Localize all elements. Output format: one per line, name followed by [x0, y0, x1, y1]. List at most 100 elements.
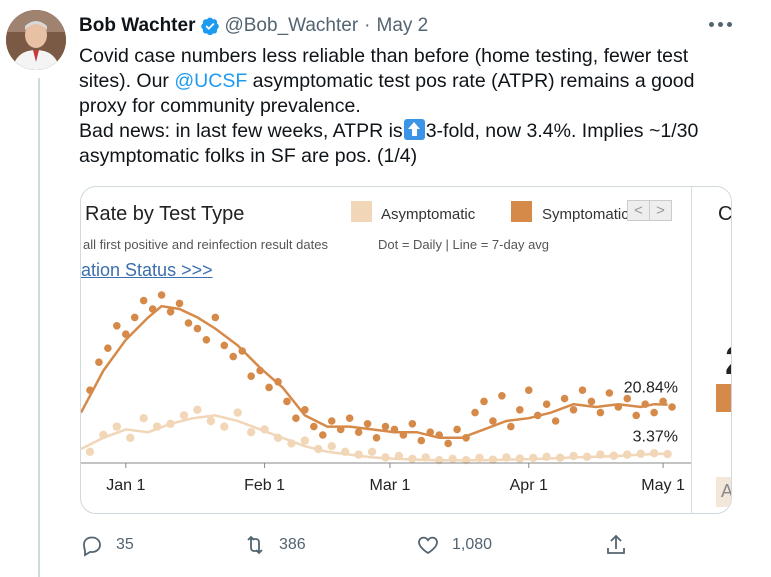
- symptomatic-dot: [318, 431, 327, 439]
- asymptomatic-dot: [139, 414, 148, 423]
- author-name[interactable]: Bob Wachter: [79, 15, 196, 36]
- symptomatic-dot: [372, 434, 381, 442]
- symptomatic-dot: [381, 422, 390, 431]
- asymptomatic-dot: [448, 454, 457, 463]
- symptomatic-dot: [354, 428, 363, 436]
- symptomatic-dot: [489, 417, 497, 425]
- legend-asymptomatic-label: Asymptomatic: [381, 206, 476, 223]
- symptomatic-dot: [229, 352, 238, 361]
- symptomatic-dot: [587, 397, 596, 406]
- next-chart-beige-block: [716, 477, 731, 507]
- tweet-date[interactable]: May 2: [376, 15, 429, 36]
- symptomatic-dot: [121, 330, 130, 338]
- tweet-line-4: Bad news: in last few weeks, ATPR is 3-fo…: [79, 119, 719, 144]
- symptomatic-dot: [516, 406, 524, 414]
- symptomatic-dot: [166, 308, 175, 316]
- symptomatic-dot: [542, 400, 551, 408]
- next-chart-panel: C 2 A: [691, 187, 732, 513]
- symptomatic-dot: [507, 422, 515, 431]
- chart-plot: Jan 1 Feb 1 Mar 1 Apr 1 May 1 20.84% 3.37%: [81, 291, 691, 494]
- next-chart-number: 2: [725, 339, 731, 384]
- symptomatic-dot: [524, 386, 533, 394]
- symptomatic-avg-line: [81, 304, 668, 440]
- next-chart-label: A: [721, 481, 732, 501]
- mention-link[interactable]: @UCSF: [174, 70, 248, 92]
- asymptomatic-dot: [206, 416, 216, 426]
- chart-daily-note: Dot = Daily | Line = 7-day avg: [378, 237, 550, 252]
- tweet-line-4-end: 3-fold, now 3.4%. Implies ~1/30: [425, 120, 699, 142]
- symptomatic-dot: [184, 319, 193, 327]
- x-tick-label: Feb 1: [244, 477, 285, 494]
- avatar-image: [6, 10, 66, 70]
- asymptomatic-dot: [193, 405, 202, 414]
- symptomatic-dot: [569, 406, 578, 414]
- symptomatic-dot: [193, 324, 202, 333]
- asymptomatic-avg-line: [81, 414, 668, 462]
- symptomatic-dot: [292, 414, 300, 422]
- symptomatic-dot: [632, 411, 641, 420]
- symptomatic-dot: [211, 313, 220, 322]
- next-chart-orange-block: [716, 384, 731, 412]
- symptomatic-dot: [283, 397, 291, 406]
- author-handle[interactable]: @Bob_Wachter: [224, 15, 359, 36]
- asymptomatic-dot: [367, 447, 377, 456]
- asymptomatic-dot: [233, 408, 242, 417]
- scroll-left-button[interactable]: <: [634, 202, 643, 219]
- heart-icon: [418, 536, 438, 555]
- avatar[interactable]: [6, 10, 66, 70]
- x-tick-label: May 1: [641, 477, 685, 494]
- symptomatic-dot: [327, 417, 336, 425]
- symptomatic-dot: [498, 392, 506, 400]
- retweet-icon: [247, 535, 263, 555]
- asymptomatic-end-label: 3.37%: [633, 429, 678, 446]
- legend-symptomatic-label: Symptomatic: [542, 206, 629, 223]
- legend-scroll-buttons[interactable]: < >: [627, 200, 672, 221]
- tweet-line-2: sites). Our @UCSF asymptomatic test pos …: [79, 69, 719, 94]
- asymptomatic-dot: [85, 447, 95, 456]
- tweet-line-4-start: Bad news: in last few weeks, ATPR is: [79, 120, 403, 142]
- retweet-button[interactable]: 386: [243, 530, 306, 560]
- asymptomatic-dot: [126, 433, 135, 442]
- symptomatic-dot: [220, 341, 229, 350]
- asymptomatic-dot: [569, 451, 578, 461]
- symptomatic-dot: [560, 394, 569, 403]
- symptomatic-dot: [139, 296, 148, 305]
- symptomatic-dot: [157, 291, 166, 299]
- media-card[interactable]: Rate by Test Type Asymptomatic Symptomat…: [80, 186, 732, 514]
- share-button[interactable]: [604, 530, 640, 560]
- x-tick-label: Mar 1: [370, 477, 411, 494]
- symptomatic-end-label: 20.84%: [624, 380, 678, 397]
- verified-badge-icon: [201, 17, 220, 36]
- symptomatic-dot: [417, 436, 426, 445]
- symptomatic-dot: [363, 420, 372, 428]
- tweet-line-2-start: sites). Our: [79, 70, 175, 92]
- like-button[interactable]: 1,080: [416, 530, 492, 560]
- symptomatic-dot: [578, 386, 587, 394]
- vaccination-status-link[interactable]: ation Status >>>: [81, 260, 213, 280]
- chart-title: Rate by Test Type: [85, 203, 245, 225]
- legend-symptomatic-swatch: [511, 201, 532, 222]
- more-options-icon[interactable]: [705, 12, 735, 36]
- symptomatic-dot: [202, 336, 211, 344]
- symptomatic-dot: [668, 403, 676, 411]
- symptomatic-dot: [175, 299, 184, 308]
- tweet-line-1: Covid case numbers less reliable than be…: [79, 45, 689, 67]
- chart-subtitle: all first positive and reinfection resul…: [83, 237, 328, 252]
- symptomatic-dot: [408, 420, 417, 428]
- asymptomatic-dot: [112, 422, 122, 431]
- symptomatic-dot: [623, 394, 632, 403]
- symptomatic-dot: [345, 414, 354, 422]
- like-count: 1,080: [452, 536, 493, 553]
- tweet-line-3: proxy for community prevalence.: [79, 95, 361, 117]
- x-tick-label: Jan 1: [106, 477, 145, 494]
- symptomatic-dot: [444, 439, 452, 448]
- reply-button[interactable]: 35: [80, 530, 134, 560]
- scroll-right-button[interactable]: >: [649, 201, 671, 220]
- symptomatic-dot: [453, 425, 461, 434]
- retweet-count: 386: [279, 536, 306, 553]
- asymptomatic-dot: [327, 442, 336, 451]
- symptomatic-dot: [265, 383, 273, 392]
- next-chart-title: C: [718, 203, 732, 225]
- tweet-line-5: asymptomatic folks in SF are pos. (1/4): [79, 145, 418, 167]
- symptomatic-dot: [605, 389, 614, 397]
